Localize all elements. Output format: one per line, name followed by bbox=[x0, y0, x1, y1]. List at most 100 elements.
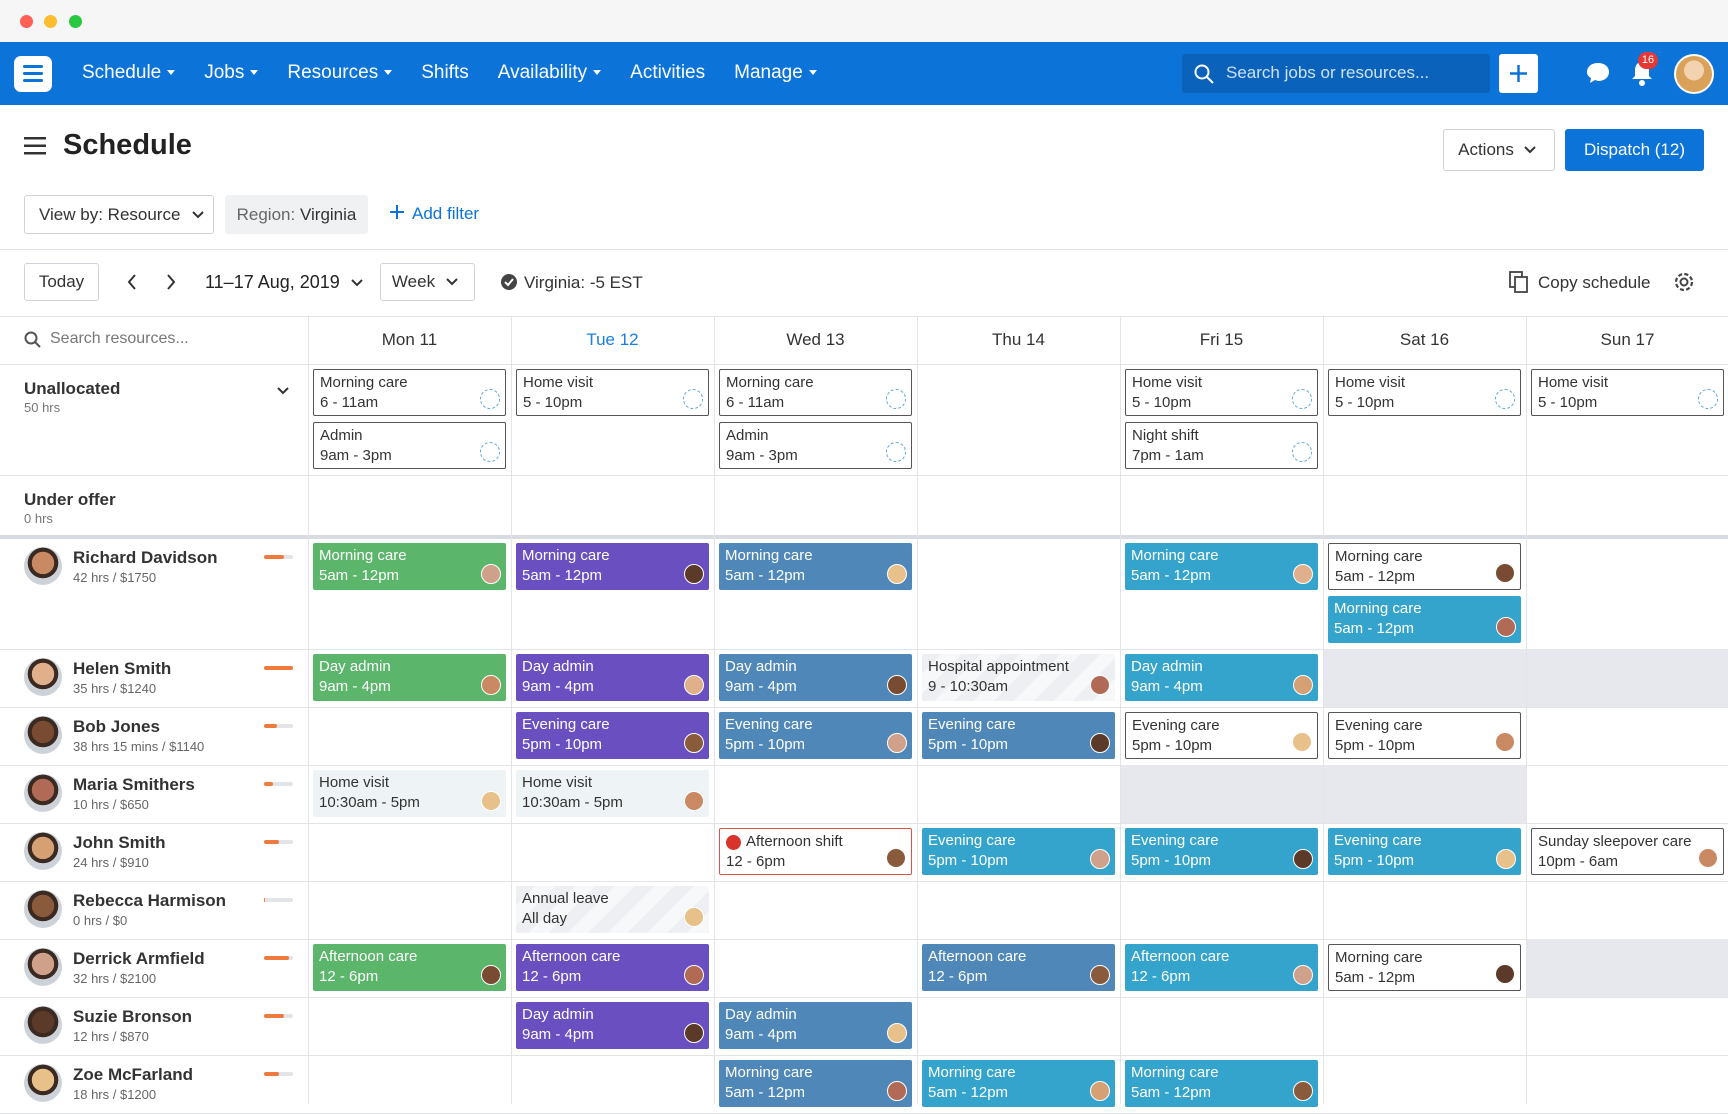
shift-card[interactable]: Morning care 5am - 12pm bbox=[719, 543, 912, 590]
shift-card[interactable]: Morning care 5am - 12pm bbox=[313, 543, 506, 590]
period-label: Week bbox=[391, 272, 436, 291]
shift-card[interactable]: Morning care 5am - 12pm bbox=[1125, 543, 1318, 590]
shift-title: Morning care bbox=[319, 547, 407, 564]
region-filter[interactable]: Region: Virginia bbox=[225, 195, 368, 234]
resource-name[interactable]: John Smith bbox=[73, 833, 166, 852]
shift-card[interactable]: Morning care 5am - 12pm bbox=[719, 1060, 912, 1107]
shift-card[interactable]: Evening care 5pm - 10pm bbox=[719, 712, 912, 759]
nav-item[interactable]: Jobs bbox=[204, 62, 259, 84]
section-divider bbox=[0, 535, 1728, 539]
close-dot[interactable] bbox=[20, 15, 33, 28]
shift-card[interactable]: Annual leave All day bbox=[516, 886, 709, 933]
shift-card[interactable]: Home visit 5 - 10pm bbox=[516, 369, 709, 416]
shift-card[interactable]: Home visit 10:30am - 5pm bbox=[516, 770, 709, 817]
shift-card[interactable]: Day admin 9am - 4pm bbox=[313, 654, 506, 701]
user-avatar[interactable] bbox=[1674, 54, 1714, 94]
zoom-dot[interactable] bbox=[69, 15, 82, 28]
shift-card[interactable]: Morning care 5am - 12pm bbox=[922, 1060, 1115, 1107]
shift-card[interactable]: Evening care 5pm - 10pm bbox=[1125, 828, 1318, 875]
shift-card[interactable]: Evening care 5pm - 10pm bbox=[922, 828, 1115, 875]
nav-item[interactable]: Manage bbox=[734, 62, 817, 84]
shift-card[interactable]: Home visit 5 - 10pm bbox=[1125, 369, 1318, 416]
dispatch-button[interactable]: Dispatch (12) bbox=[1565, 129, 1704, 171]
nav-item[interactable]: Activities bbox=[630, 62, 705, 84]
shift-card[interactable]: Afternoon shift 12 - 6pm bbox=[719, 828, 912, 875]
nav-item[interactable]: Shifts bbox=[421, 62, 469, 84]
shift-card[interactable]: Morning care 6 - 11am bbox=[313, 369, 506, 416]
shift-card[interactable]: Evening care 5pm - 10pm bbox=[922, 712, 1115, 759]
logo[interactable] bbox=[14, 56, 52, 92]
next-arrow[interactable] bbox=[163, 273, 179, 291]
shift-title: Morning care bbox=[725, 1064, 813, 1081]
resource-name[interactable]: Suzie Bronson bbox=[73, 1007, 193, 1026]
menu-icon[interactable] bbox=[24, 137, 46, 155]
resource-hours: 10 hrs / $650 bbox=[73, 797, 149, 812]
shift-time: 5pm - 10pm bbox=[1132, 737, 1213, 754]
shift-card[interactable]: Sunday sleepover care 10pm - 6am bbox=[1531, 828, 1724, 875]
shift-card[interactable]: Morning care 5am - 12pm bbox=[1328, 596, 1521, 643]
group-hours: 50 hrs bbox=[24, 400, 61, 415]
shift-card[interactable]: Afternoon care 12 - 6pm bbox=[516, 944, 709, 991]
nav-item[interactable]: Resources bbox=[287, 62, 393, 84]
settings-icon[interactable] bbox=[1672, 270, 1696, 294]
shift-card[interactable]: Morning care 5am - 12pm bbox=[1328, 944, 1521, 991]
copy-icon[interactable] bbox=[1509, 271, 1529, 293]
shift-card[interactable]: Afternoon care 12 - 6pm bbox=[313, 944, 506, 991]
actions-button[interactable]: Actions bbox=[1443, 129, 1555, 171]
shift-card[interactable]: Day admin 9am - 4pm bbox=[516, 654, 709, 701]
nav-item[interactable]: Schedule bbox=[82, 62, 176, 84]
nav-item[interactable]: Availability bbox=[498, 62, 602, 84]
shift-card[interactable]: Morning care 5am - 12pm bbox=[516, 543, 709, 590]
resource-name[interactable]: Richard Davidson bbox=[73, 548, 218, 567]
resource-search[interactable]: Search resources... bbox=[50, 330, 189, 347]
shift-card[interactable]: Evening care 5pm - 10pm bbox=[1328, 712, 1521, 759]
minimize-dot[interactable] bbox=[44, 15, 57, 28]
shift-card[interactable]: Morning care 6 - 11am bbox=[719, 369, 912, 416]
resource-avatar bbox=[24, 890, 62, 928]
resource-name[interactable]: Derrick Armfield bbox=[73, 949, 205, 968]
today-button[interactable]: Today bbox=[24, 263, 99, 301]
resource-avatar bbox=[24, 948, 62, 986]
global-search[interactable]: Search jobs or resources... bbox=[1182, 54, 1490, 93]
copy-schedule[interactable]: Copy schedule bbox=[1538, 273, 1651, 292]
shift-card[interactable]: Day admin 9am - 4pm bbox=[1125, 654, 1318, 701]
shift-card[interactable]: Day admin 9am - 4pm bbox=[516, 1002, 709, 1049]
chat-icon[interactable] bbox=[1585, 61, 1611, 85]
unassigned-icon bbox=[683, 389, 703, 409]
shift-card[interactable]: Day admin 9am - 4pm bbox=[719, 654, 912, 701]
shift-card[interactable]: Evening care 5pm - 10pm bbox=[1328, 828, 1521, 875]
prev-arrow[interactable] bbox=[124, 273, 140, 291]
group-name: Under offer bbox=[24, 490, 116, 509]
add-button[interactable] bbox=[1499, 54, 1538, 93]
resource-name[interactable]: Zoe McFarland bbox=[73, 1065, 193, 1084]
collapse-icon[interactable] bbox=[276, 386, 290, 396]
resource-name[interactable]: Rebecca Harmison bbox=[73, 891, 227, 910]
resource-name[interactable]: Maria Smithers bbox=[73, 775, 195, 794]
resource-name[interactable]: Helen Smith bbox=[73, 659, 172, 678]
shift-card[interactable]: Home visit 10:30am - 5pm bbox=[313, 770, 506, 817]
shift-card[interactable]: Day admin 9am - 4pm bbox=[719, 1002, 912, 1049]
shift-card[interactable]: Home visit 5 - 10pm bbox=[1531, 369, 1724, 416]
shift-card[interactable]: Night shift 7pm - 1am bbox=[1125, 422, 1318, 469]
shift-card[interactable]: Admin 9am - 3pm bbox=[313, 422, 506, 469]
shift-card[interactable]: Hospital appointment 9 - 10:30am bbox=[922, 654, 1115, 701]
shift-card[interactable]: Afternoon care 12 - 6pm bbox=[922, 944, 1115, 991]
shift-card[interactable]: Evening care 5pm - 10pm bbox=[516, 712, 709, 759]
resource-search-icon bbox=[24, 331, 41, 348]
resource-name[interactable]: Bob Jones bbox=[73, 717, 160, 736]
shift-title: Morning care bbox=[1335, 548, 1423, 565]
column-line bbox=[1526, 316, 1527, 1104]
unavailable-cell bbox=[1324, 765, 1526, 823]
shift-time: 6 - 11am bbox=[726, 394, 785, 411]
shift-card[interactable]: Afternoon care 12 - 6pm bbox=[1125, 944, 1318, 991]
add-filter[interactable]: Add filter bbox=[390, 204, 479, 224]
shift-card[interactable]: Morning care 5am - 12pm bbox=[1125, 1060, 1318, 1107]
shift-card[interactable]: Morning care 5am - 12pm bbox=[1328, 543, 1521, 590]
shift-card[interactable]: Admin 9am - 3pm bbox=[719, 422, 912, 469]
day-header: Thu 14 bbox=[992, 330, 1045, 349]
shift-card[interactable]: Evening care 5pm - 10pm bbox=[1125, 712, 1318, 759]
date-range[interactable]: 11–17 Aug, 2019 bbox=[205, 272, 368, 293]
period-select[interactable]: Week bbox=[380, 263, 475, 301]
shift-card[interactable]: Home visit 5 - 10pm bbox=[1328, 369, 1521, 416]
view-by-select[interactable]: View by: Resource bbox=[24, 195, 214, 234]
